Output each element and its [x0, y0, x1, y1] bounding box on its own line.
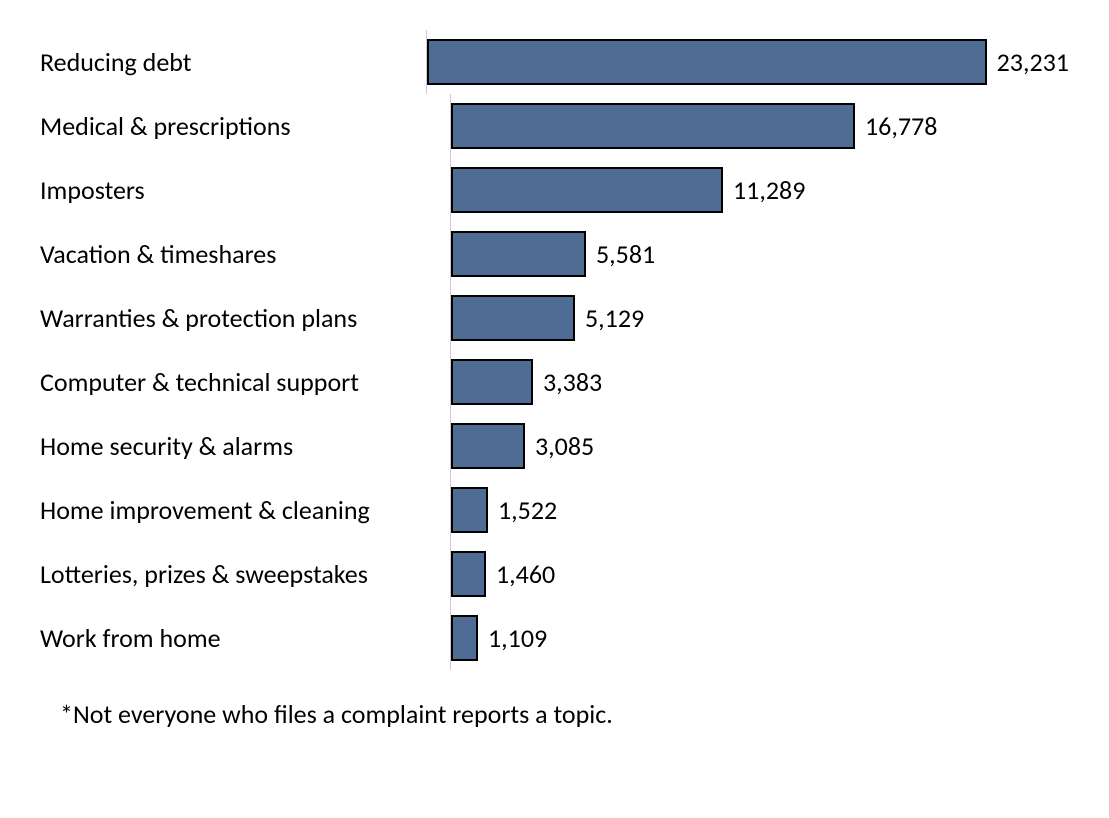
- bar-fill: [451, 359, 533, 405]
- bar-track: 3,085: [450, 414, 1069, 478]
- bar-track: 1,460: [450, 542, 1069, 606]
- bar-value: 1,522: [498, 494, 557, 526]
- bar-fill: [451, 615, 478, 661]
- bar-fill: [451, 295, 575, 341]
- bar-track: 11,289: [450, 158, 1069, 222]
- bar-track: 3,383: [450, 350, 1069, 414]
- bar-value: 1,109: [488, 622, 547, 654]
- category-label: Reducing debt: [40, 46, 426, 78]
- bar-fill: [451, 103, 855, 149]
- bar-row: Reducing debt 23,231: [40, 30, 1069, 94]
- category-label: Lotteries, prizes & sweepstakes: [40, 558, 450, 590]
- bar-fill: [451, 551, 486, 597]
- bar-fill: [451, 487, 488, 533]
- bar-track: 16,778: [450, 94, 1069, 158]
- chart-footnote: *Not everyone who files a complaint repo…: [60, 698, 1069, 730]
- bar-fill: [451, 167, 723, 213]
- bar-value: 11,289: [733, 174, 805, 206]
- bar-fill: [451, 231, 586, 277]
- bar-fill: [451, 423, 525, 469]
- bar-row: Medical & prescriptions 16,778: [40, 94, 1069, 158]
- bar-track: 5,129: [450, 286, 1069, 350]
- bar-value: 16,778: [865, 110, 937, 142]
- category-label: Medical & prescriptions: [40, 110, 450, 142]
- bar-row: Computer & technical support 3,383: [40, 350, 1069, 414]
- bar-row: Work from home 1,109: [40, 606, 1069, 670]
- bar-value: 5,129: [585, 302, 644, 334]
- bar-row: Vacation & timeshares 5,581: [40, 222, 1069, 286]
- bar-value: 3,383: [543, 366, 602, 398]
- category-label: Work from home: [40, 622, 450, 654]
- bar-row: Imposters 11,289: [40, 158, 1069, 222]
- bar-fill: [427, 39, 987, 85]
- bar-row: Home improvement & cleaning 1,522: [40, 478, 1069, 542]
- bar-track: 23,231: [426, 30, 1069, 94]
- category-label: Imposters: [40, 174, 450, 206]
- bar-track: 1,109: [450, 606, 1069, 670]
- category-label: Vacation & timeshares: [40, 238, 450, 270]
- category-label: Home security & alarms: [40, 430, 450, 462]
- category-label: Computer & technical support: [40, 366, 450, 398]
- bar-value: 3,085: [535, 430, 594, 462]
- bar-value: 5,581: [596, 238, 655, 270]
- bar-row: Warranties & protection plans 5,129: [40, 286, 1069, 350]
- category-label: Home improvement & cleaning: [40, 494, 450, 526]
- bar-track: 5,581: [450, 222, 1069, 286]
- bar-track: 1,522: [450, 478, 1069, 542]
- bar-value: 1,460: [496, 558, 555, 590]
- bar-row: Lotteries, prizes & sweepstakes 1,460: [40, 542, 1069, 606]
- category-label: Warranties & protection plans: [40, 302, 450, 334]
- bar-value: 23,231: [997, 46, 1069, 78]
- complaint-topics-bar-chart: Reducing debt 23,231 Medical & prescript…: [40, 30, 1069, 670]
- bar-row: Home security & alarms 3,085: [40, 414, 1069, 478]
